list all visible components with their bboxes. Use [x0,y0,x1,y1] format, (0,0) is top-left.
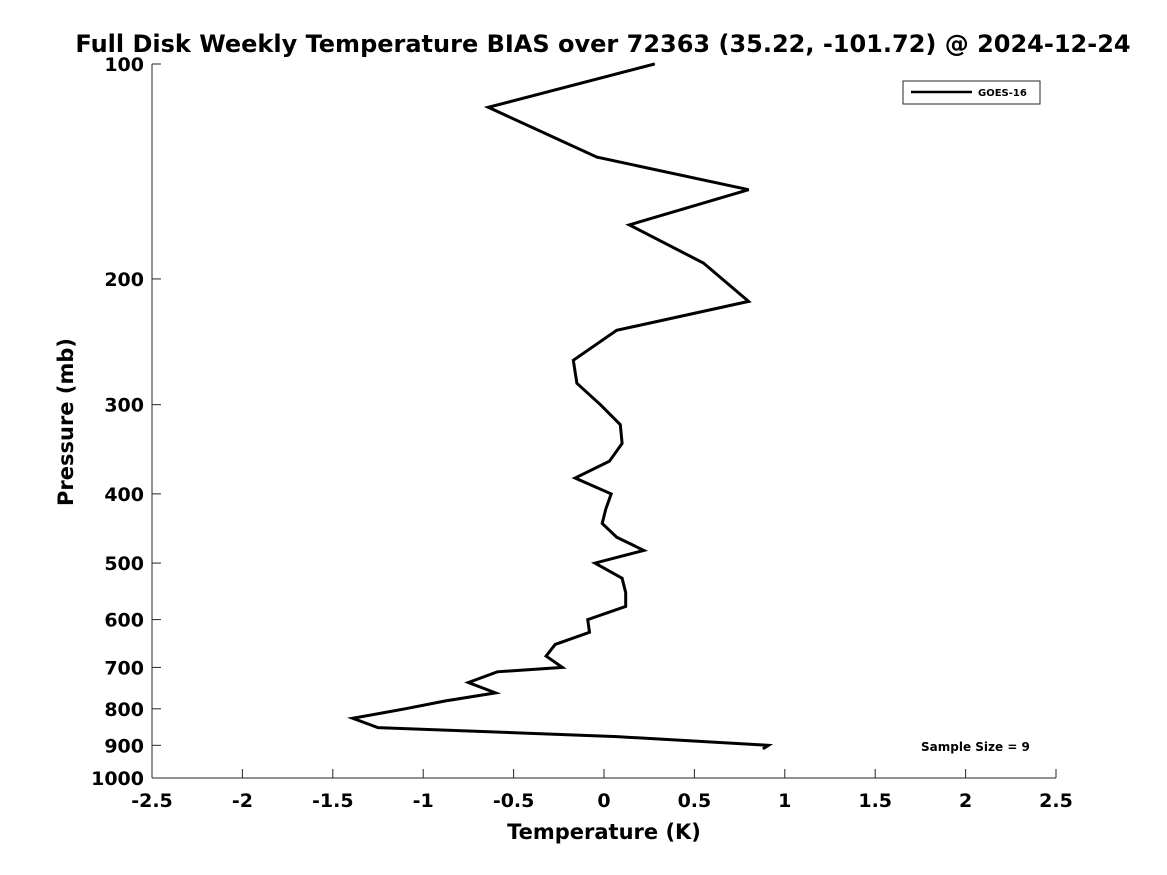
data-point [496,671,498,673]
x-tick-label: -1 [413,790,434,812]
x-tick-label: -1.5 [312,790,354,812]
data-point [748,189,750,191]
x-tick-label: 1.5 [858,790,892,812]
data-point [643,549,645,552]
chart-title: Full Disk Weekly Temperature BIAS over 7… [75,30,1130,58]
data-point [702,262,705,264]
data-point [588,631,591,633]
data-point [596,156,598,158]
x-tick-label: -2 [232,790,253,812]
x-axis-label: Temperature (K) [507,820,701,844]
data-point [628,224,630,226]
data-point [767,744,770,746]
data-point [444,700,446,702]
series-layer [347,62,774,751]
data-point [554,643,556,646]
x-tick-label: 2.5 [1039,790,1073,812]
data-point [654,63,656,65]
data-point [625,605,627,608]
data-point [619,424,621,426]
y-tick-label: 900 [104,735,144,757]
x-tick-label: -2.5 [131,790,173,812]
data-point [616,736,618,738]
data-point [621,577,623,579]
data-point [487,106,489,108]
data-point [616,329,618,331]
legend: GOES-16 [902,80,1041,105]
y-tick-label: 500 [104,553,144,575]
legend-label-goes-16: GOES-16 [978,88,1027,99]
y-tick-label: 800 [104,699,144,721]
data-point [748,300,750,302]
data-point [762,748,764,750]
x-ticks: -2.5 -2 -1.5 -1 -0.5 0 0.5 1 1.5 2 2.5 [131,769,1073,812]
data-point [616,536,618,538]
sample-size-annotation: Sample Size = 9 [921,740,1030,754]
y-tick-label: 200 [104,269,144,291]
y-tick-label: 300 [104,395,144,417]
y-ticks: 100 200 300 400 500 600 700 800 900 1000 [91,54,161,790]
data-point [545,655,547,657]
data-point [352,717,354,719]
plot-area: -2.5 -2 -1.5 -1 -0.5 0 0.5 1 1.5 2 2.5 100 200 300 40… [91,54,1073,812]
data-point [594,562,596,564]
y-tick-label: 100 [104,54,144,76]
data-point [574,477,576,479]
data-point [601,522,603,525]
data-point [377,727,379,729]
data-point [608,460,611,462]
x-tick-label: -0.5 [493,790,535,812]
data-point [494,692,497,694]
data-point [587,619,589,621]
y-tick-label: 1000 [91,768,144,790]
data-point [404,708,406,710]
x-tick-label: 1 [778,790,791,812]
data-point [572,359,574,361]
data-point [561,666,564,669]
data-point [621,442,623,445]
y-axis-label: Pressure (mb) [54,338,78,506]
data-point [576,382,578,384]
data-point [599,404,602,406]
data-point [625,592,627,594]
data-point [467,681,469,684]
y-tick-label: 400 [104,484,144,506]
x-tick-label: 0.5 [678,790,712,812]
y-tick-label: 700 [104,657,144,679]
data-point [610,493,612,495]
data-point [605,508,607,510]
x-tick-label: 0 [597,790,610,812]
y-tick-label: 600 [104,610,144,632]
x-tick-label: 2 [959,790,972,812]
